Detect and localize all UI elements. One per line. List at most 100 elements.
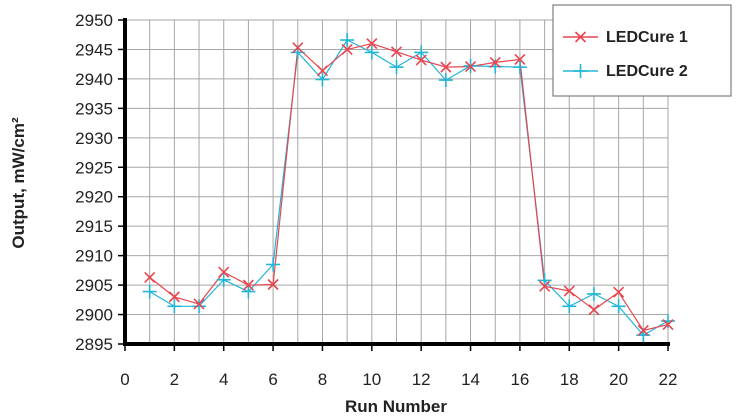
data-point-ledcure-2 xyxy=(389,60,404,75)
data-point-ledcure-1 xyxy=(193,298,205,310)
data-point-ledcure-1 xyxy=(267,278,279,291)
marker-stroke xyxy=(574,31,587,43)
data-point-ledcure-2 xyxy=(586,286,601,301)
marker-stroke xyxy=(415,54,427,66)
marker-stroke xyxy=(316,65,329,77)
legend-label-ledcure-2: LEDCure 2 xyxy=(606,63,688,80)
data-point-ledcure-1 xyxy=(464,60,477,73)
data-point-ledcure-1 xyxy=(563,285,575,297)
data-point-ledcure-1 xyxy=(168,291,180,303)
data-point-ledcure-1 xyxy=(613,286,625,298)
marker-stroke xyxy=(144,271,156,283)
data-point-ledcure-1 xyxy=(242,279,254,291)
data-point-ledcure-2 xyxy=(266,257,281,272)
data-point-ledcure-2 xyxy=(611,299,626,314)
data-point-ledcure-2 xyxy=(241,284,256,299)
data-point-ledcure-1 xyxy=(440,61,452,73)
data-point-ledcure-2 xyxy=(192,299,207,314)
axes xyxy=(118,18,670,351)
tick-labels: 0 2 4 6 8 10 12 14 16 18 20 22 2895 2900 2905 2910 2915 2… xyxy=(75,11,677,389)
legend-marker-ledcure-1 xyxy=(574,31,587,43)
data-point-ledcure-1 xyxy=(390,46,403,58)
marker-stroke xyxy=(390,46,403,58)
x-tick-label: 12 xyxy=(412,370,431,389)
marker-stroke xyxy=(539,280,551,292)
legend-marker-ledcure-2 xyxy=(573,64,588,78)
data-point-ledcure-2 xyxy=(315,72,330,87)
marker-stroke xyxy=(168,291,180,303)
x-tick-label: 8 xyxy=(318,370,327,389)
data-point-ledcure-2 xyxy=(537,273,552,288)
x-tick-label: 2 xyxy=(170,370,179,389)
marker-stroke xyxy=(563,285,575,297)
data-point-ledcure-1 xyxy=(218,266,230,278)
marker-stroke xyxy=(514,53,526,66)
marker-stroke xyxy=(193,298,205,310)
data-point-ledcure-1 xyxy=(588,304,600,316)
y-tick-label: 2915 xyxy=(75,217,113,236)
x-tick-label: 18 xyxy=(560,370,579,389)
legend-label-ledcure-1: LEDCure 1 xyxy=(606,29,688,46)
x-tick-label: 22 xyxy=(659,370,678,389)
data-point-ledcure-1 xyxy=(144,271,156,283)
y-tick-label: 2900 xyxy=(75,306,113,325)
marker-stroke xyxy=(267,278,279,291)
data-point-ledcure-1 xyxy=(662,318,674,331)
y-tick-label: 2910 xyxy=(75,247,113,266)
marker-stroke xyxy=(218,266,230,278)
y-tick-label: 2935 xyxy=(75,99,113,118)
data-point-ledcure-1 xyxy=(489,56,501,68)
y-tick-label: 2895 xyxy=(75,335,113,354)
x-tick-label: 20 xyxy=(609,370,628,389)
marker-stroke xyxy=(613,286,625,298)
data-point-ledcure-2 xyxy=(562,299,577,314)
data-point-ledcure-2 xyxy=(340,33,355,48)
y-axis-title: Output, mW/cm² xyxy=(9,117,28,249)
data-point-ledcure-2 xyxy=(216,272,231,287)
x-tick-label: 14 xyxy=(461,370,480,389)
data-point-ledcure-2 xyxy=(364,45,379,60)
marker-stroke xyxy=(341,43,353,56)
marker-stroke xyxy=(464,60,477,73)
data-point-ledcure-2 xyxy=(142,284,157,299)
marker-stroke xyxy=(637,324,649,337)
y-tick-label: 2940 xyxy=(75,70,113,89)
legend-items xyxy=(563,31,598,78)
x-tick-label: 4 xyxy=(219,370,228,389)
marker-stroke xyxy=(292,42,304,54)
y-tick-label: 2950 xyxy=(75,11,113,30)
x-tick-label: 10 xyxy=(362,370,381,389)
y-tick-label: 2945 xyxy=(75,40,113,59)
marker-stroke xyxy=(242,279,254,291)
marker-stroke xyxy=(366,37,378,50)
data-point-ledcure-1 xyxy=(366,37,378,50)
data-point-ledcure-2 xyxy=(167,299,182,314)
marker-stroke xyxy=(440,61,452,73)
data-point-ledcure-1 xyxy=(637,324,649,337)
data-point-ledcure-1 xyxy=(514,53,526,66)
marker-stroke xyxy=(662,318,674,331)
marker-stroke xyxy=(489,56,501,68)
data-point-ledcure-1 xyxy=(341,43,353,56)
y-tick-label: 2905 xyxy=(75,276,113,295)
y-tick-label: 2925 xyxy=(75,158,113,177)
legend-box xyxy=(552,4,732,97)
series-lines xyxy=(149,39,669,336)
data-point-ledcure-1 xyxy=(539,280,551,292)
data-point-ledcure-2 xyxy=(512,60,527,75)
data-point-ledcure-2 xyxy=(438,73,453,88)
y-tick-label: 2920 xyxy=(75,188,113,207)
x-tick-label: 0 xyxy=(120,370,129,389)
series-markers xyxy=(142,33,675,343)
y-tick-label: 2930 xyxy=(75,129,113,148)
legend: LEDCure 1 LEDCure 2 xyxy=(552,4,732,97)
data-point-ledcure-1 xyxy=(316,65,329,77)
marker-stroke xyxy=(588,304,600,316)
x-axis-title: Run Number xyxy=(345,397,447,416)
data-point-ledcure-2 xyxy=(414,45,429,60)
data-point-ledcure-1 xyxy=(292,42,304,54)
x-tick-label: 6 xyxy=(268,370,277,389)
series-line-ledcure-1 xyxy=(149,42,669,332)
